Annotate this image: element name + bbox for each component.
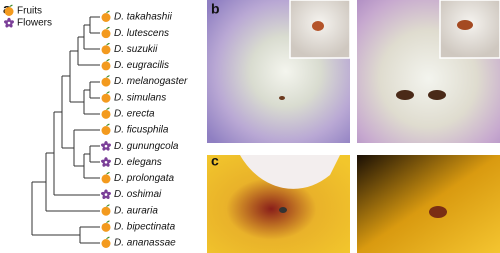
fruit-icon	[101, 174, 111, 184]
species-label: D. oshimai	[114, 189, 162, 200]
fruit-leaf	[106, 26, 110, 30]
species-label: D. elegans	[114, 157, 162, 168]
photo-b-right	[357, 0, 500, 143]
photo-b-left	[207, 0, 351, 143]
flower-center	[104, 193, 108, 196]
species-label: D. takahashii	[114, 12, 173, 23]
panel-letter: c	[211, 153, 219, 169]
fruit-leaf	[106, 75, 110, 78]
fruit-leaf	[106, 10, 110, 13]
species-label: D. melanogaster	[114, 76, 188, 87]
species-label: D. auraria	[114, 205, 158, 216]
flower-icon	[100, 189, 112, 200]
species-label: D. lutescens	[114, 28, 169, 39]
species-label: D. ananassae	[114, 238, 176, 249]
panel-letter: b	[211, 1, 220, 17]
species-label: D. bipectinata	[114, 221, 176, 232]
fruit-icon	[101, 77, 111, 87]
fruit-icon	[4, 7, 14, 16]
fruit-leaf	[106, 172, 110, 175]
fruit-leaf	[106, 220, 110, 223]
fruit-icon	[101, 126, 111, 135]
legend-label: Fruits	[17, 6, 42, 17]
flower-icon	[3, 17, 15, 28]
species-label: D. simulans	[114, 92, 166, 103]
phylogeny	[31, 16, 100, 244]
fruit-icon	[101, 93, 111, 103]
species-label: D. suzukii	[114, 44, 158, 55]
fruit-icon	[101, 61, 111, 71]
fruit-leaf	[106, 43, 110, 46]
legend-label: Flowers	[17, 18, 52, 29]
fruit-leaf	[106, 59, 110, 62]
fruit-icon	[101, 45, 111, 55]
flower-center	[7, 21, 11, 25]
photo-c-left	[207, 155, 350, 253]
fruit-icon	[101, 13, 111, 22]
fruit-icon	[101, 222, 111, 232]
flower-icon	[100, 157, 112, 167]
flower-icon	[100, 140, 112, 151]
fruit-leaf	[106, 91, 110, 94]
fruit-icon	[101, 206, 111, 216]
species-label: D. eugracilis	[114, 60, 169, 71]
species-label: D. ficusphila	[114, 125, 169, 136]
fruit-icon	[101, 239, 111, 248]
species-label: D. prolongata	[114, 173, 174, 184]
fruit-icon	[101, 29, 111, 39]
fruit-leaf	[106, 107, 110, 110]
fruit-leaf	[106, 236, 110, 239]
photo-c-right	[357, 155, 500, 253]
fruit-leaf	[106, 123, 110, 126]
fruit-icon	[101, 109, 111, 119]
fruit-leaf	[9, 4, 13, 7]
flower-center	[104, 144, 108, 148]
flower-center	[104, 160, 108, 164]
species-label: D. gunungcola	[114, 141, 179, 152]
species-label: D. erecta	[114, 108, 155, 119]
fruit-leaf	[106, 204, 110, 207]
